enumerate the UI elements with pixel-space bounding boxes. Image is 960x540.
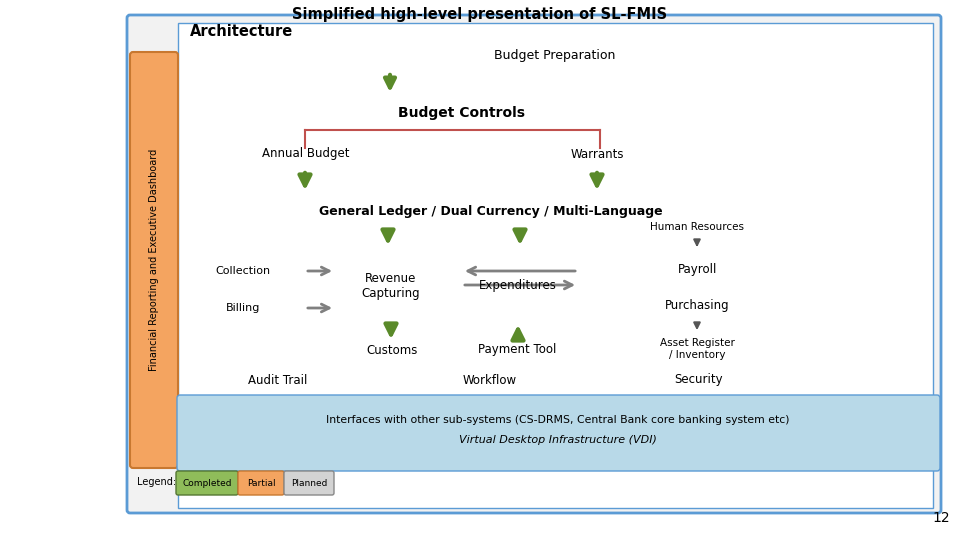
FancyBboxPatch shape bbox=[180, 191, 802, 231]
FancyBboxPatch shape bbox=[225, 135, 386, 173]
FancyBboxPatch shape bbox=[180, 365, 376, 395]
Text: Security: Security bbox=[675, 374, 723, 387]
Text: Payment Tool: Payment Tool bbox=[478, 343, 557, 356]
FancyBboxPatch shape bbox=[284, 471, 334, 495]
FancyBboxPatch shape bbox=[384, 365, 595, 395]
FancyBboxPatch shape bbox=[178, 23, 933, 508]
Text: Planned: Planned bbox=[291, 478, 327, 488]
Text: Completed: Completed bbox=[182, 478, 231, 488]
FancyBboxPatch shape bbox=[517, 135, 678, 173]
FancyBboxPatch shape bbox=[180, 37, 930, 75]
Text: Financial Reporting and Executive Dashboard: Financial Reporting and Executive Dashbo… bbox=[149, 149, 159, 371]
Text: Payroll: Payroll bbox=[678, 262, 717, 275]
Text: Warrants: Warrants bbox=[571, 147, 624, 160]
Text: Purchasing: Purchasing bbox=[665, 300, 730, 313]
FancyBboxPatch shape bbox=[601, 365, 797, 395]
Text: Annual Budget: Annual Budget bbox=[262, 147, 349, 160]
Text: 12: 12 bbox=[932, 511, 950, 525]
FancyBboxPatch shape bbox=[130, 52, 178, 468]
Text: Customs: Customs bbox=[367, 343, 419, 356]
FancyBboxPatch shape bbox=[332, 247, 450, 325]
Text: Collection: Collection bbox=[215, 266, 271, 276]
FancyBboxPatch shape bbox=[235, 93, 689, 133]
Text: Architecture: Architecture bbox=[190, 24, 293, 39]
Text: Audit Trail: Audit Trail bbox=[249, 374, 308, 387]
FancyBboxPatch shape bbox=[176, 471, 238, 495]
Text: Budget Controls: Budget Controls bbox=[398, 106, 525, 120]
FancyBboxPatch shape bbox=[180, 254, 306, 288]
FancyBboxPatch shape bbox=[459, 247, 577, 325]
FancyBboxPatch shape bbox=[637, 287, 758, 325]
Text: Simplified high-level presentation of SL-FMIS: Simplified high-level presentation of SL… bbox=[293, 7, 667, 22]
FancyBboxPatch shape bbox=[637, 212, 758, 243]
FancyBboxPatch shape bbox=[177, 395, 940, 471]
FancyBboxPatch shape bbox=[457, 332, 578, 368]
Text: Budget Preparation: Budget Preparation bbox=[494, 50, 615, 63]
Text: General Ledger / Dual Currency / Multi-Language: General Ledger / Dual Currency / Multi-L… bbox=[319, 205, 662, 218]
Text: Human Resources: Human Resources bbox=[651, 222, 745, 233]
Text: Partial: Partial bbox=[247, 478, 276, 488]
Text: Virtual Desktop Infrastructure (VDI): Virtual Desktop Infrastructure (VDI) bbox=[459, 435, 657, 445]
FancyBboxPatch shape bbox=[637, 330, 758, 368]
Text: Revenue
Capturing: Revenue Capturing bbox=[362, 272, 420, 300]
Text: Legend:: Legend: bbox=[137, 477, 176, 487]
FancyBboxPatch shape bbox=[637, 250, 758, 288]
FancyBboxPatch shape bbox=[180, 291, 306, 325]
FancyBboxPatch shape bbox=[238, 471, 284, 495]
FancyBboxPatch shape bbox=[127, 15, 941, 513]
Text: Asset Register
/ Inventory: Asset Register / Inventory bbox=[660, 338, 735, 360]
Text: Expenditures: Expenditures bbox=[479, 280, 557, 293]
Text: Workflow: Workflow bbox=[463, 374, 516, 387]
Text: Interfaces with other sub-systems (CS-DRMS, Central Bank core banking system etc: Interfaces with other sub-systems (CS-DR… bbox=[326, 415, 790, 425]
Text: Billing: Billing bbox=[226, 303, 260, 313]
FancyBboxPatch shape bbox=[337, 332, 448, 368]
